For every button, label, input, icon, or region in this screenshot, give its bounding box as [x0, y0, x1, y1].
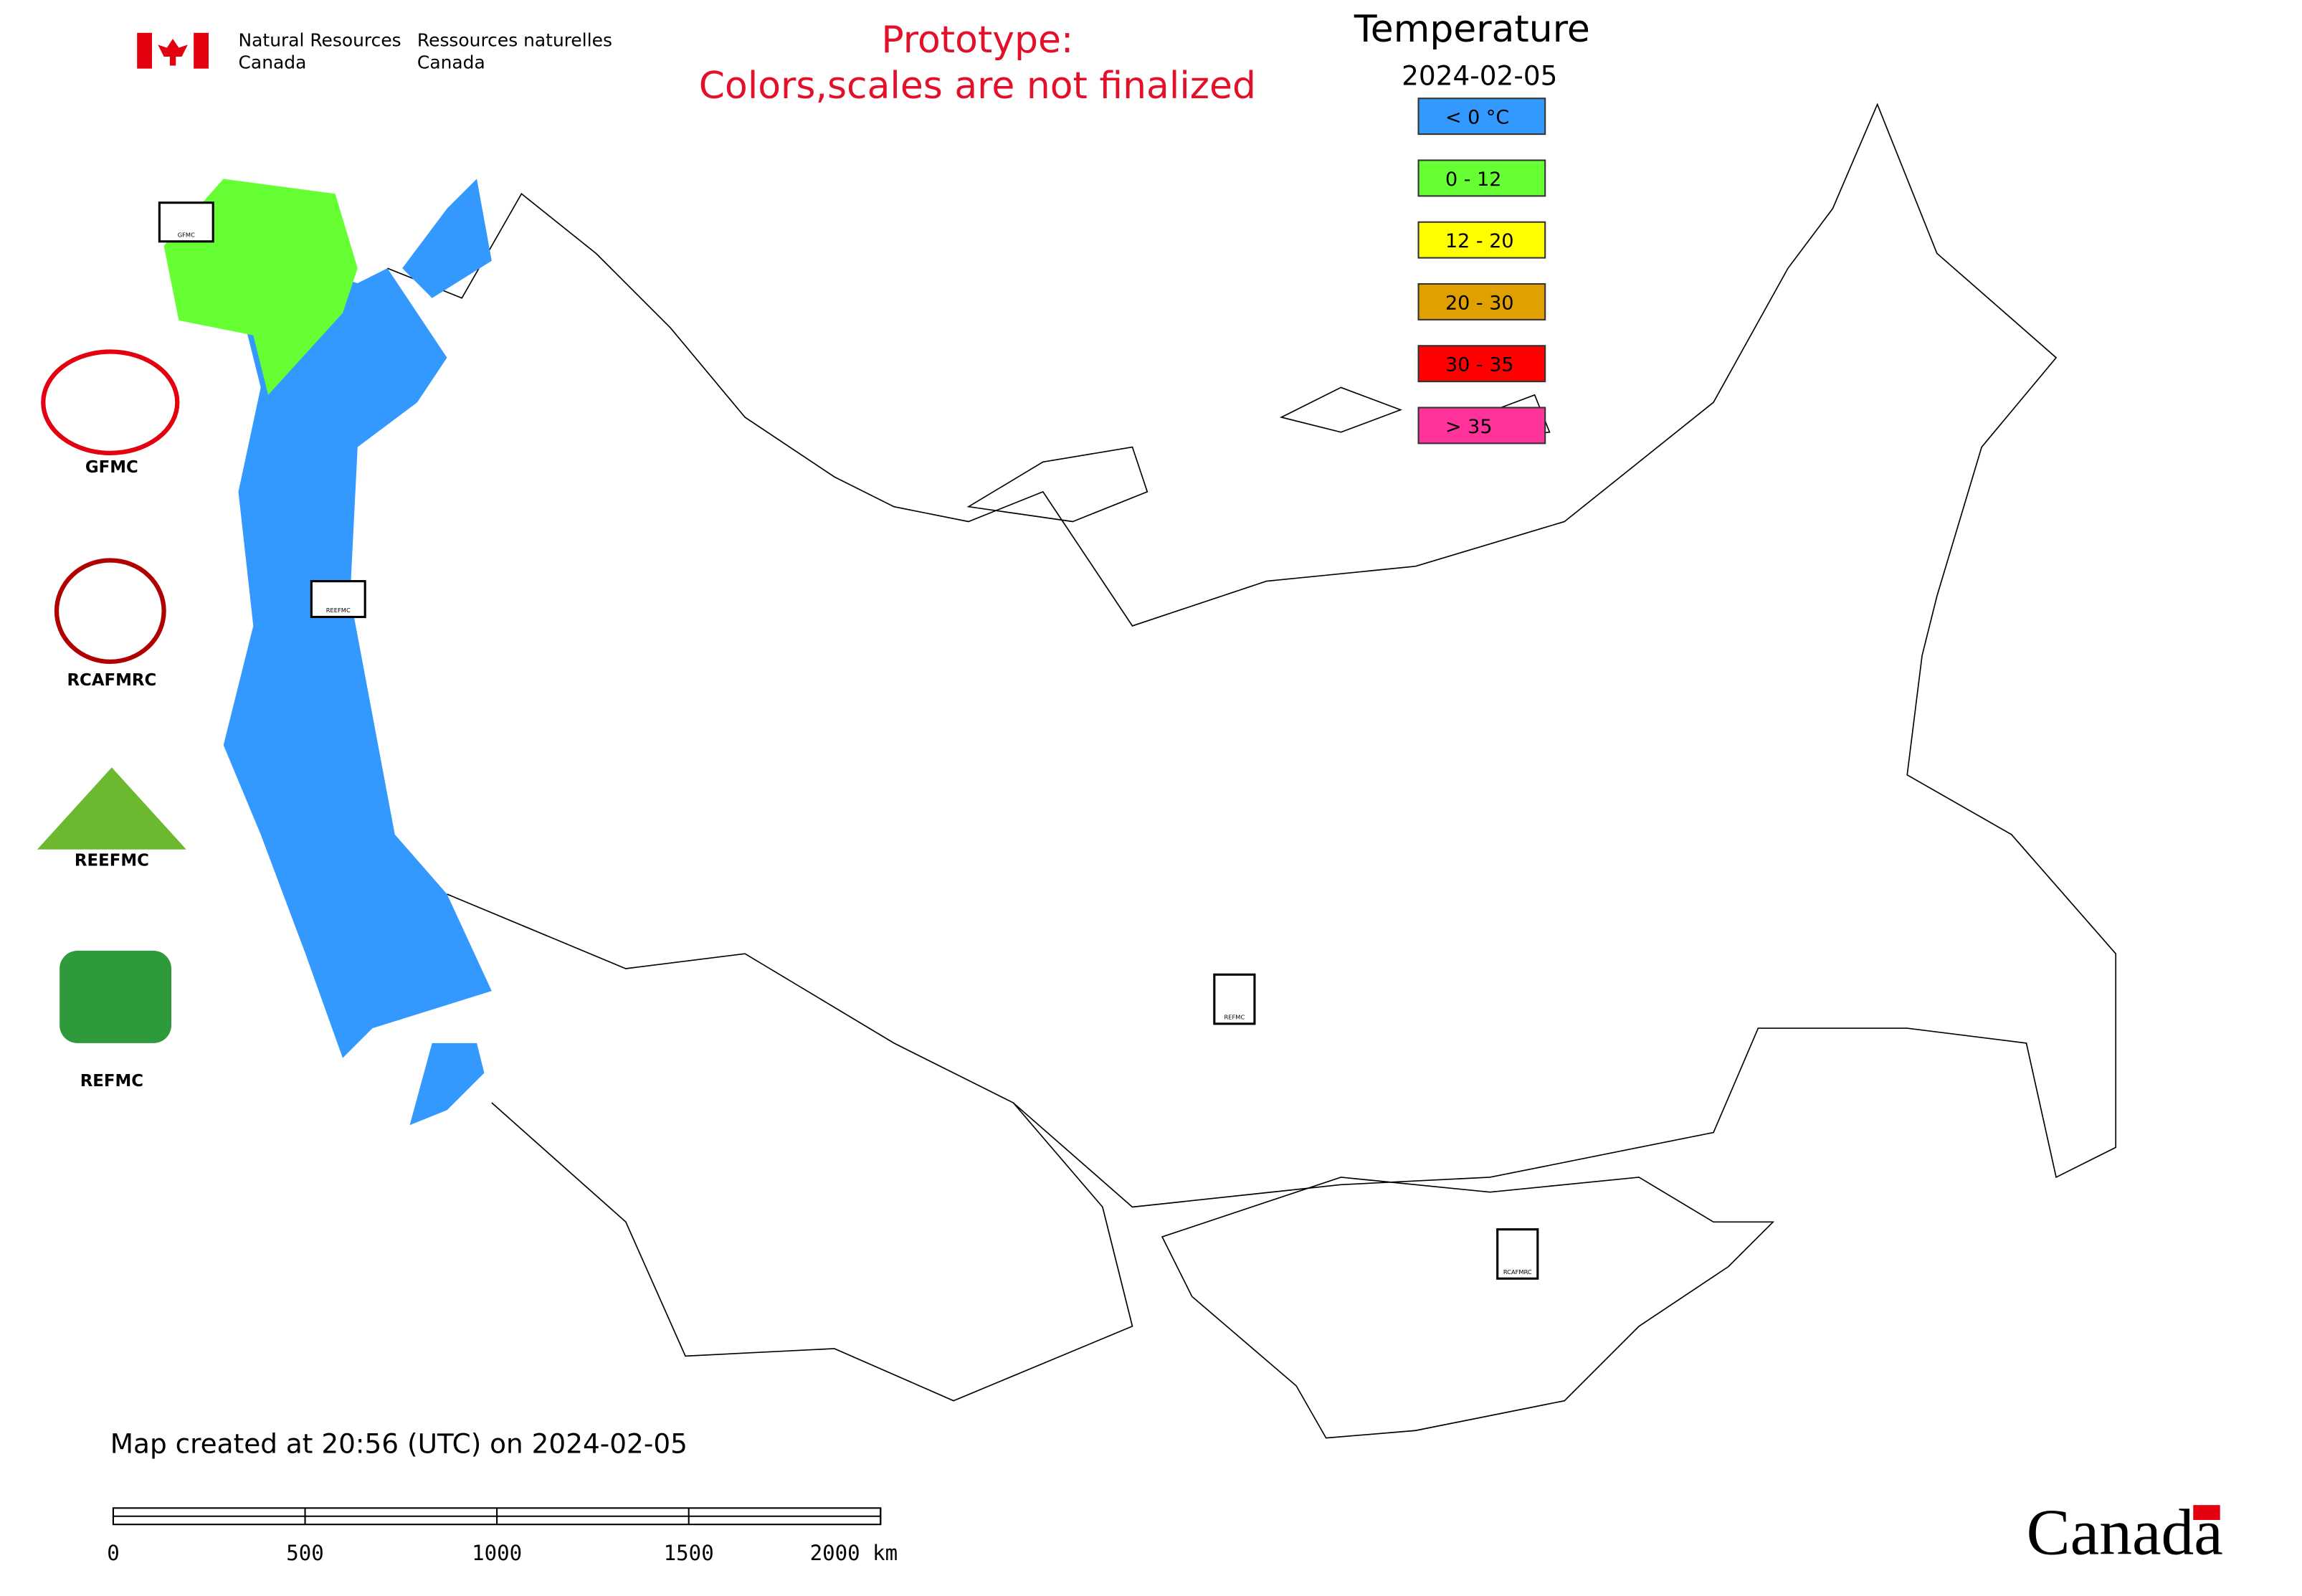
agency-fr: Canada — [417, 52, 485, 73]
logo-label: GFMC — [85, 458, 138, 477]
scale-label: 500 — [286, 1541, 324, 1565]
legend-label: 30 - 35 — [1445, 354, 1514, 376]
marker-box — [158, 201, 214, 243]
cold-region — [223, 179, 492, 1126]
marker-label: REFMC — [1224, 1014, 1245, 1021]
marker-box — [1213, 973, 1256, 1025]
land-outlines — [387, 103, 2117, 1439]
mongolia-outline — [1161, 1177, 1775, 1439]
marker-label: RCAFMRC — [1503, 1268, 1532, 1276]
marker-label: REEFMC — [326, 607, 351, 614]
marker-box — [310, 580, 366, 619]
logo-label: RCAFMRC — [67, 671, 156, 690]
legend-title: Temperature — [1354, 8, 1590, 51]
scale-label: 2000 km — [810, 1541, 898, 1565]
agency-signature: Natural Resources Canada Ressources natu… — [137, 29, 612, 73]
legend-label: 12 - 20 — [1445, 230, 1514, 252]
logo-emblem — [37, 767, 186, 850]
agency-en: Canada — [239, 52, 307, 73]
flag-bar — [137, 32, 152, 69]
legend: < 0 °C 0 - 12 12 - 20 20 - 30 30 - 35 > 35 — [1417, 98, 1546, 445]
maple-leaf — [158, 39, 188, 66]
agency-en: Natural Resources — [239, 29, 401, 50]
logo-emblem — [54, 558, 166, 664]
notice: Colors,scales are not finalized — [699, 65, 1256, 108]
map-markers: GFMC REEFMC REFMC RCAFMRC — [158, 201, 1539, 1280]
created-note: Map created at 20:56 (UTC) on 2024-02-05 — [110, 1428, 688, 1459]
logo-emblem — [60, 951, 172, 1043]
wordmark-flag — [2193, 1505, 2220, 1520]
legend-label: > 35 — [1445, 416, 1493, 438]
legend-swatch — [1417, 282, 1546, 320]
legend-swatch — [1417, 407, 1546, 445]
legend-swatch — [1417, 159, 1546, 197]
marker-label: GFMC — [178, 232, 195, 239]
scale-label: 1000 — [472, 1541, 522, 1565]
marker-box — [1496, 1228, 1539, 1280]
logo-label: REFMC — [80, 1072, 143, 1091]
kazakhstan-outline — [491, 1102, 1133, 1402]
scale-label: 1500 — [664, 1541, 714, 1565]
legend-label: < 0 °C — [1445, 107, 1509, 129]
logos: GFMC RCAFMRC REEFMC REFMC — [37, 349, 186, 1091]
notice: Prototype: — [881, 19, 1073, 62]
temperature-fill — [163, 179, 492, 1126]
scale-label: 0 — [107, 1541, 120, 1565]
logo-emblem — [41, 349, 180, 455]
scale-bar: 0 500 1000 1500 2000 km — [107, 1507, 898, 1565]
legend-swatch — [1417, 98, 1546, 136]
logo-label: REEFMC — [75, 852, 149, 870]
legend-swatch — [1417, 221, 1546, 259]
russia-outline — [387, 103, 2117, 1208]
flag-bar — [194, 32, 209, 69]
agency-fr: Ressources naturelles — [417, 29, 612, 50]
legend-label: 0 - 12 — [1445, 168, 1501, 191]
legend-swatch — [1417, 345, 1546, 383]
canada-wordmark: Canada — [2027, 1496, 2223, 1569]
legend-date: 2024-02-05 — [1402, 60, 1557, 92]
legend-label: 20 - 30 — [1445, 292, 1514, 314]
